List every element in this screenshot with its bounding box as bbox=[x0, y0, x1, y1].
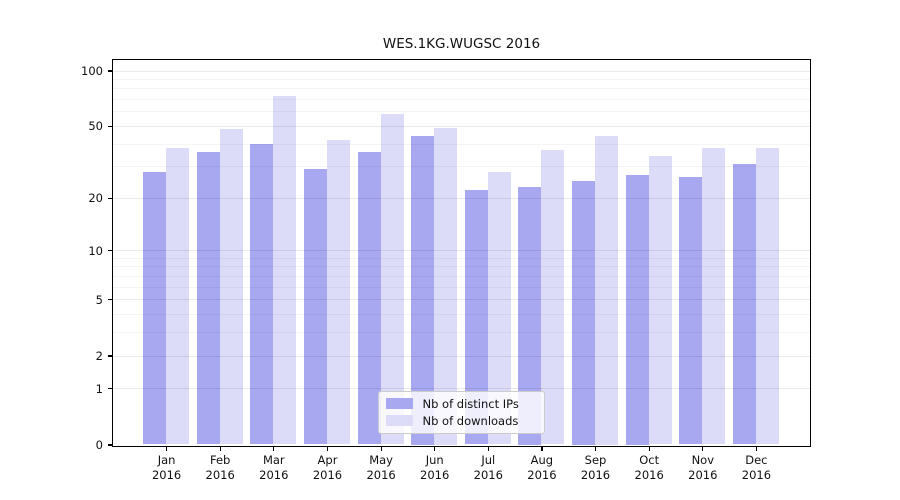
bar-nb-of-distinct-ips-jul bbox=[464, 190, 488, 445]
x-tick-label-mar: Mar 2016 bbox=[259, 453, 289, 482]
legend-item-nb-of-downloads: Nb of downloads bbox=[385, 413, 536, 428]
plot-area: Nb of distinct IPs Nb of downloads bbox=[111, 58, 811, 447]
bar-nb-of-distinct-ips-feb bbox=[196, 151, 220, 445]
bar-nb-of-distinct-ips-jun bbox=[411, 136, 435, 445]
legend-label-nb-of-distinct-ips: Nb of distinct IPs bbox=[422, 396, 519, 411]
bar-nb-of-downloads-apr bbox=[327, 139, 350, 445]
bar-nb-of-downloads-jul bbox=[487, 171, 511, 445]
bar-nb-of-distinct-ips-may bbox=[357, 151, 381, 445]
x-tick-label-dec: Dec 2016 bbox=[741, 453, 772, 482]
bar-nb-of-downloads-jan bbox=[166, 147, 190, 445]
y-tick-label-5: 5 bbox=[95, 292, 103, 307]
x-tick-mark-dec bbox=[755, 446, 758, 451]
gridline-minor-7 bbox=[112, 276, 810, 277]
bar-nb-of-distinct-ips-aug bbox=[518, 187, 542, 445]
bar-nb-of-distinct-ips-dec bbox=[732, 163, 756, 445]
legend-swatch-nb-of-distinct-ips bbox=[385, 398, 413, 409]
gridline-minor-70 bbox=[112, 99, 810, 101]
bar-nb-of-downloads-may bbox=[380, 114, 404, 445]
bar-nb-of-distinct-ips-jan bbox=[143, 171, 167, 445]
y-tick-mark-2 bbox=[107, 355, 112, 357]
chart-title: WES.1KG.WUGSC 2016 bbox=[382, 36, 541, 52]
y-tick-label-2: 2 bbox=[95, 349, 103, 363]
y-tick-label-50: 50 bbox=[88, 119, 103, 134]
legend: Nb of distinct IPs Nb of downloads bbox=[377, 390, 545, 434]
y-tick-mark-5 bbox=[107, 299, 112, 301]
gridline-major-1 bbox=[112, 388, 810, 390]
gridline-minor-4 bbox=[112, 314, 810, 316]
gridline-major-2 bbox=[112, 355, 810, 357]
bar-nb-of-distinct-ips-mar bbox=[250, 143, 274, 445]
x-tick-mark-apr bbox=[326, 446, 329, 451]
y-tick-mark-50 bbox=[107, 125, 112, 128]
gridline-major-20 bbox=[112, 197, 810, 199]
bar-nb-of-distinct-ips-apr bbox=[304, 168, 327, 445]
y-tick-label-10: 10 bbox=[88, 243, 103, 258]
x-tick-mark-feb bbox=[219, 446, 221, 451]
bar-nb-of-downloads-jun bbox=[434, 127, 458, 445]
x-tick-label-jul: Jul 2016 bbox=[473, 453, 503, 482]
x-tick-mark-oct bbox=[648, 446, 650, 451]
x-tick-label-jun: Jun 2016 bbox=[420, 453, 450, 482]
legend-swatch-nb-of-downloads bbox=[385, 415, 413, 426]
x-tick-label-nov: Nov 2016 bbox=[688, 453, 718, 482]
y-tick-mark-1 bbox=[107, 388, 112, 390]
x-tick-label-sep: Sep 2016 bbox=[580, 453, 611, 482]
gridline-minor-30 bbox=[112, 166, 810, 168]
gridline-minor-80 bbox=[112, 88, 810, 90]
gridline-minor-6 bbox=[112, 286, 810, 288]
x-tick-mark-mar bbox=[273, 446, 275, 451]
x-tick-mark-aug bbox=[541, 446, 543, 451]
bar-nb-of-downloads-aug bbox=[541, 149, 565, 445]
gridline-minor-3 bbox=[112, 332, 810, 334]
y-tick-label-20: 20 bbox=[88, 191, 103, 206]
y-tick-label-1: 1 bbox=[95, 381, 103, 396]
x-tick-mark-jun bbox=[434, 446, 436, 451]
gridline-minor-60 bbox=[112, 111, 810, 113]
x-tick-mark-may bbox=[380, 446, 382, 451]
legend-item-nb-of-distinct-ips: Nb of distinct IPs bbox=[385, 396, 536, 411]
bar-nb-of-distinct-ips-oct bbox=[625, 174, 649, 445]
x-tick-label-jan: Jan 2016 bbox=[151, 453, 182, 482]
bar-nb-of-downloads-sep bbox=[595, 136, 618, 445]
bar-nb-of-distinct-ips-sep bbox=[572, 180, 595, 445]
gridline-minor-40 bbox=[112, 143, 810, 145]
y-tick-label-0: 0 bbox=[95, 438, 103, 452]
bar-nb-of-downloads-dec bbox=[755, 147, 779, 445]
x-tick-mark-jan bbox=[166, 446, 168, 451]
y-tick-mark-20 bbox=[107, 197, 112, 199]
gridline-major-10 bbox=[112, 250, 810, 252]
bar-nb-of-downloads-oct bbox=[648, 156, 672, 445]
bar-nb-of-downloads-nov bbox=[702, 147, 726, 445]
gridline-minor-9 bbox=[112, 257, 810, 259]
x-tick-mark-sep bbox=[594, 446, 597, 451]
legend-label-nb-of-downloads: Nb of downloads bbox=[422, 413, 519, 428]
x-tick-mark-jul bbox=[487, 446, 489, 451]
y-tick-mark-100 bbox=[107, 70, 112, 72]
x-tick-label-oct: Oct 2016 bbox=[634, 453, 664, 482]
bar-nb-of-downloads-feb bbox=[219, 129, 243, 445]
y-tick-mark-0 bbox=[107, 444, 112, 446]
x-tick-label-apr: Apr 2016 bbox=[312, 453, 343, 482]
gridline-major-100 bbox=[112, 70, 810, 72]
x-tick-label-aug: Aug 2016 bbox=[527, 453, 557, 482]
x-tick-label-may: May 2016 bbox=[366, 453, 396, 482]
gridline-minor-8 bbox=[112, 266, 810, 268]
x-tick-label-feb: Feb 2016 bbox=[205, 453, 235, 482]
y-tick-mark-10 bbox=[107, 250, 112, 252]
y-tick-label-100: 100 bbox=[81, 64, 103, 78]
gridline-minor-90 bbox=[112, 78, 810, 80]
bar-nb-of-distinct-ips-nov bbox=[679, 177, 703, 445]
gridline-major-5 bbox=[112, 299, 810, 301]
bar-nb-of-downloads-mar bbox=[273, 95, 297, 445]
x-tick-mark-nov bbox=[702, 446, 704, 451]
gridline-major-50 bbox=[112, 125, 810, 127]
